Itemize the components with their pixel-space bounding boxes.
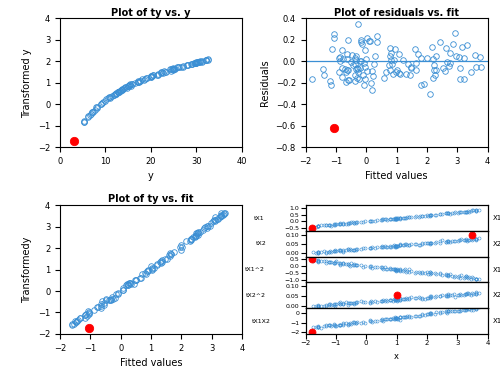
Y-axis label: Transformedy: Transformedy [22, 236, 32, 303]
Y-axis label: Residuals: Residuals [260, 59, 270, 106]
Y-axis label: tX1X2: tX1X2 [252, 319, 270, 324]
Title: Plot of ty vs. fit: Plot of ty vs. fit [108, 195, 194, 204]
Y-axis label: X1: X1 [493, 215, 500, 221]
X-axis label: x: x [394, 352, 399, 361]
Y-axis label: X1^2: X1^2 [493, 266, 500, 273]
Y-axis label: X1X2: X1X2 [493, 318, 500, 324]
X-axis label: Fitted values: Fitted values [120, 358, 182, 367]
Y-axis label: tX2^2: tX2^2 [246, 293, 266, 298]
Y-axis label: tX1^2: tX1^2 [245, 267, 265, 272]
Title: Plot of ty vs. y: Plot of ty vs. y [111, 8, 190, 18]
Title: Plot of residuals vs. fit: Plot of residuals vs. fit [334, 8, 459, 18]
Y-axis label: tX2: tX2 [256, 241, 266, 246]
X-axis label: y: y [148, 171, 154, 181]
Y-axis label: tX1: tX1 [254, 215, 265, 221]
X-axis label: Fitted values: Fitted values [366, 171, 428, 181]
Y-axis label: Transformed y: Transformed y [22, 48, 32, 117]
Y-axis label: X2^2: X2^2 [493, 292, 500, 298]
Y-axis label: X2: X2 [493, 241, 500, 247]
